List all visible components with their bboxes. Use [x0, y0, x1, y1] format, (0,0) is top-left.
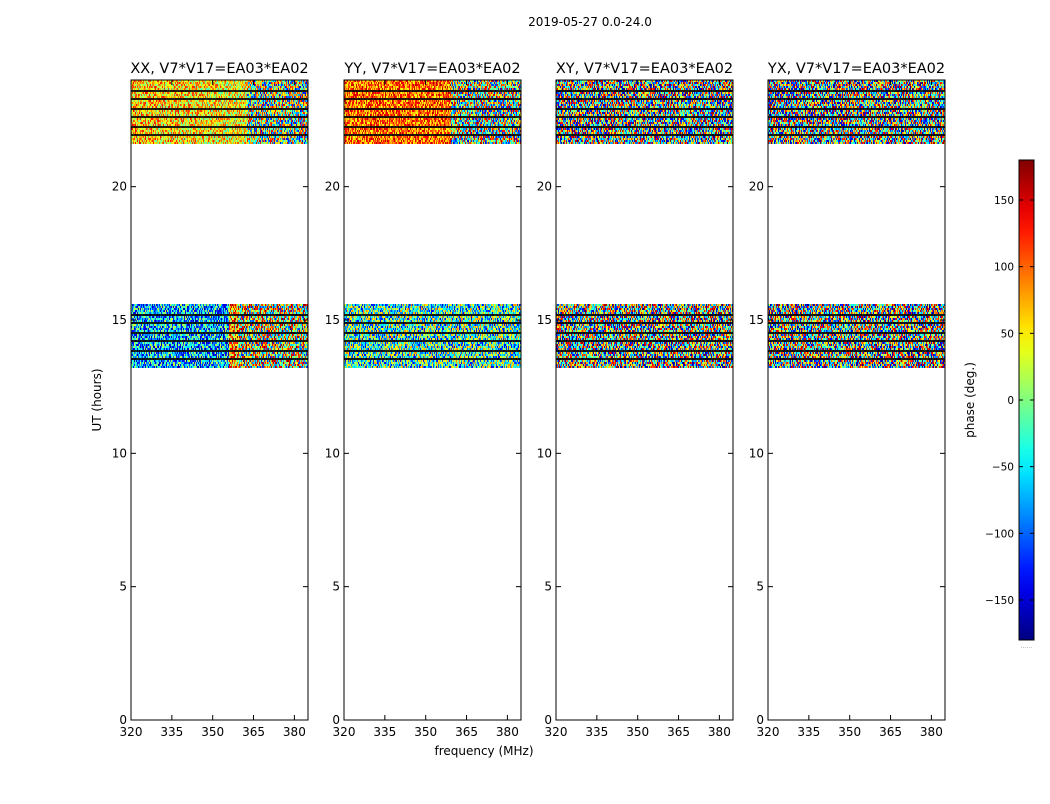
- x-tick-label: 350: [626, 725, 649, 739]
- y-tick-label: 5: [332, 580, 340, 594]
- x-tick-label: 365: [879, 725, 902, 739]
- y-tick-label: 15: [749, 313, 764, 327]
- y-tick-label: 10: [112, 446, 127, 460]
- chart-title: 2019-05-27 0.0-24.0: [528, 15, 652, 29]
- x-tick-label: 335: [373, 725, 396, 739]
- y-tick-label: 15: [325, 313, 340, 327]
- x-tick-label: 335: [585, 725, 608, 739]
- panel-yx: YX, V7*V17=EA03*EA02 320 335 350 365 380 0 5 10 1…: [749, 61, 946, 739]
- x-tick-label: 320: [120, 725, 143, 739]
- colorbar: −150 −100 −50 0 50 100 150 phase (deg.)......: [963, 159, 1035, 650]
- x-tick-label: 350: [414, 725, 437, 739]
- x-tick-label: 320: [545, 725, 568, 739]
- colorbar-tick-label: 100: [994, 262, 1014, 274]
- y-tick-label: 5: [544, 580, 552, 594]
- panel-title-xy: XY, V7*V17=EA03*EA02: [556, 61, 733, 77]
- y-tick-label: 15: [112, 313, 127, 327]
- x-tick-label: 380: [708, 725, 731, 739]
- y-tick-label: 0: [119, 713, 127, 727]
- x-tick-label: 380: [920, 725, 943, 739]
- x-tick-label: 365: [455, 725, 478, 739]
- x-axis-label: frequency (MHz): [434, 744, 533, 758]
- colorbar-tick-label: −100: [985, 528, 1014, 540]
- y-tick-label: 20: [325, 180, 340, 194]
- y-tick-label: 10: [325, 446, 340, 460]
- y-tick-label: 5: [756, 580, 764, 594]
- x-tick-label: 335: [160, 725, 183, 739]
- colorbar-label: phase (deg.): [963, 362, 977, 438]
- panel-xx: XX, V7*V17=EA03*EA02 320 335 350 365 380 0 5 10 1…: [112, 61, 309, 739]
- y-tick-label: 0: [756, 713, 764, 727]
- heatmap-yy: [344, 80, 521, 720]
- y-tick-label: 20: [749, 180, 764, 194]
- panel-frame: [343, 79, 522, 721]
- colorbar-tick-label: −150: [985, 595, 1014, 607]
- panel-yy: YY, V7*V17=EA03*EA02 320 335 350 365 380 0 5 10 1…: [325, 61, 522, 739]
- colorbar-tick-label: −50: [992, 462, 1014, 474]
- panel-frame: [130, 79, 309, 721]
- y-tick-label: 0: [544, 713, 552, 727]
- panel-xy: XY, V7*V17=EA03*EA02 320 335 350 365 380 0 5 10 1…: [537, 61, 734, 739]
- y-tick-label: 10: [537, 446, 552, 460]
- y-tick-label: 0: [332, 713, 340, 727]
- heatmap-yx: [768, 80, 945, 720]
- panel-title-yy: YY, V7*V17=EA03*EA02: [343, 61, 520, 77]
- x-tick-label: 320: [757, 725, 780, 739]
- x-tick-label: 380: [283, 725, 306, 739]
- x-tick-label: 365: [242, 725, 265, 739]
- colorbar-tick-label: 50: [1001, 328, 1014, 340]
- colorbar-footer: ......: [1021, 643, 1033, 650]
- panels-group: XX, V7*V17=EA03*EA02 320 335 350 365 380 0 5 10 1…: [112, 61, 946, 739]
- panel-frame: [767, 79, 946, 721]
- x-tick-label: 380: [496, 725, 519, 739]
- colorbar-tick-label: 150: [994, 195, 1014, 207]
- x-tick-label: 365: [667, 725, 690, 739]
- y-tick-label: 15: [537, 313, 552, 327]
- y-tick-label: 20: [112, 180, 127, 194]
- panel-title-xx: XX, V7*V17=EA03*EA02: [130, 61, 308, 77]
- x-tick-label: 335: [797, 725, 820, 739]
- y-axis-label: UT (hours): [90, 368, 104, 431]
- panel-frame: [555, 79, 734, 721]
- colorbar-tick-label: 0: [1007, 395, 1014, 407]
- heatmap-xx: [131, 80, 308, 720]
- y-tick-label: 20: [537, 180, 552, 194]
- panel-title-yx: YX, V7*V17=EA03*EA02: [767, 61, 945, 77]
- x-tick-label: 320: [333, 725, 356, 739]
- y-tick-label: 5: [119, 580, 127, 594]
- x-tick-label: 350: [838, 725, 861, 739]
- y-tick-label: 10: [749, 446, 764, 460]
- heatmap-xy: [556, 80, 733, 720]
- x-tick-label: 350: [201, 725, 224, 739]
